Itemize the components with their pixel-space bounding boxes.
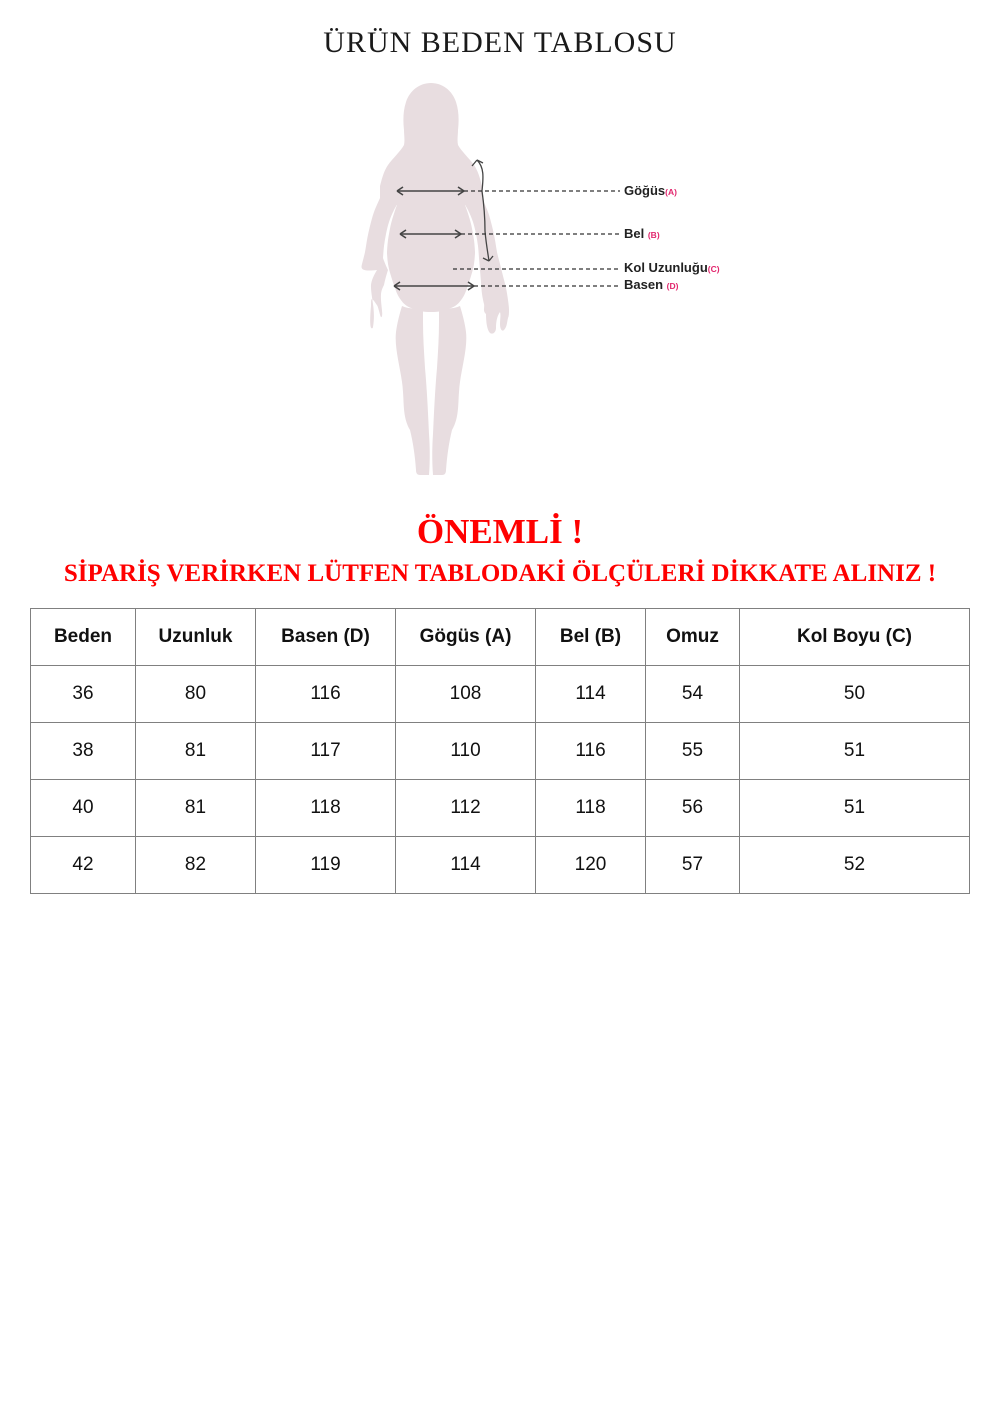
svg-text:Kol Uzunluğu(C): Kol Uzunluğu(C) (624, 260, 720, 275)
svg-text:Göğüs(A): Göğüs(A) (624, 183, 677, 198)
svg-text:Basen (D): Basen (D) (624, 277, 679, 292)
svg-text:Bel (B): Bel (B) (624, 226, 660, 241)
